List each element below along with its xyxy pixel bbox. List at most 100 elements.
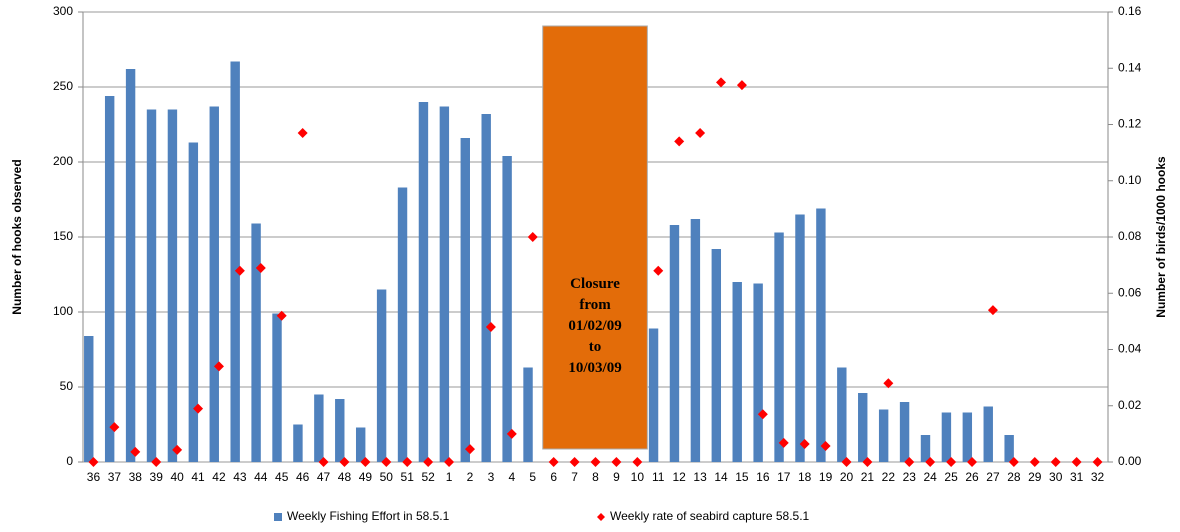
bar bbox=[104, 96, 115, 462]
x-tick-label: 24 bbox=[924, 470, 938, 484]
bar bbox=[376, 289, 387, 462]
y2-tick-label: 0.16 bbox=[1118, 4, 1142, 18]
x-tick-label: 32 bbox=[1091, 470, 1105, 484]
marker bbox=[88, 457, 99, 467]
x-tick-label: 36 bbox=[87, 470, 101, 484]
bar bbox=[293, 424, 303, 462]
bar bbox=[941, 412, 952, 462]
bar bbox=[669, 225, 680, 462]
y-tick-label: 200 bbox=[53, 154, 73, 168]
bar bbox=[899, 402, 910, 462]
x-tick-label: 15 bbox=[735, 470, 749, 484]
x-tick-label: 20 bbox=[840, 470, 854, 484]
bar bbox=[711, 249, 722, 462]
bar bbox=[188, 142, 199, 462]
bar bbox=[816, 208, 826, 462]
y2-tick-label: 0.00 bbox=[1118, 454, 1142, 468]
x-tick-label: 2 bbox=[467, 470, 474, 484]
marker bbox=[653, 265, 664, 276]
x-tick-label: 25 bbox=[944, 470, 958, 484]
x-tick-label: 17 bbox=[777, 470, 791, 484]
marker bbox=[444, 457, 455, 467]
marker bbox=[946, 457, 957, 467]
marker bbox=[611, 457, 622, 467]
y2-tick-label: 0.12 bbox=[1118, 117, 1142, 131]
x-tick-label: 21 bbox=[861, 470, 875, 484]
x-tick-label: 7 bbox=[571, 470, 578, 484]
marker bbox=[841, 457, 852, 467]
bar bbox=[251, 223, 261, 462]
x-tick-label: 44 bbox=[254, 470, 268, 484]
bar bbox=[335, 399, 345, 462]
marker bbox=[1050, 457, 1061, 467]
bar bbox=[314, 394, 324, 462]
y-tick-label: 300 bbox=[53, 4, 73, 18]
marker bbox=[297, 127, 308, 138]
marker bbox=[213, 361, 224, 372]
y-tick-label: 150 bbox=[53, 229, 73, 243]
marker bbox=[255, 262, 266, 273]
x-tick-label: 12 bbox=[672, 470, 686, 484]
marker bbox=[925, 457, 936, 467]
marker bbox=[883, 378, 894, 389]
x-tick-label: 42 bbox=[212, 470, 226, 484]
x-tick-label: 22 bbox=[882, 470, 896, 484]
x-tick-label: 16 bbox=[756, 470, 770, 484]
x-tick-label: 4 bbox=[508, 470, 515, 484]
marker bbox=[151, 457, 162, 467]
bar bbox=[146, 109, 157, 462]
marker bbox=[423, 457, 434, 467]
bar bbox=[523, 367, 533, 462]
x-tick-label: 23 bbox=[903, 470, 917, 484]
y2-axis-title: Number of birds/1000 hooks bbox=[1154, 156, 1168, 318]
marker bbox=[276, 310, 287, 321]
marker bbox=[590, 457, 601, 467]
legend-label: Weekly Fishing Effort in 58.5.1 bbox=[287, 509, 450, 523]
x-tick-label: 3 bbox=[488, 470, 495, 484]
x-tick-label: 31 bbox=[1070, 470, 1084, 484]
bar bbox=[690, 219, 701, 462]
bar bbox=[983, 406, 993, 462]
marker bbox=[799, 439, 810, 449]
marker bbox=[757, 409, 768, 420]
bar bbox=[209, 106, 219, 462]
y2-tick-label: 0.06 bbox=[1118, 285, 1142, 299]
x-tick-label: 46 bbox=[296, 470, 310, 484]
marker bbox=[193, 403, 204, 414]
marker bbox=[485, 322, 496, 332]
bar bbox=[460, 138, 470, 462]
x-tick-label: 14 bbox=[714, 470, 728, 484]
legend-label: Weekly rate of seabird capture 58.5.1 bbox=[610, 509, 810, 523]
annotation: Closure from 01/02/09 to 10/03/09 bbox=[568, 276, 621, 376]
marker bbox=[506, 428, 517, 439]
x-tick-label: 13 bbox=[693, 470, 707, 484]
marker bbox=[904, 457, 915, 467]
x-tick-label: 28 bbox=[1007, 470, 1021, 484]
x-tick-label: 41 bbox=[191, 470, 205, 484]
y2-tick-label: 0.02 bbox=[1118, 398, 1142, 412]
bar bbox=[753, 283, 763, 462]
y-tick-label: 0 bbox=[66, 454, 73, 468]
x-tick-label: 9 bbox=[613, 470, 620, 484]
x-tick-label: 8 bbox=[592, 470, 599, 484]
x-tick-label: 29 bbox=[1028, 470, 1042, 484]
bar bbox=[84, 336, 94, 462]
bar bbox=[648, 328, 659, 462]
y-tick-label: 100 bbox=[53, 304, 73, 318]
x-tick-label: 39 bbox=[150, 470, 164, 484]
y-tick-label: 250 bbox=[53, 79, 73, 93]
x-tick-label: 10 bbox=[631, 470, 645, 484]
bar bbox=[272, 313, 282, 462]
marker bbox=[716, 77, 727, 88]
x-tick-label: 51 bbox=[401, 470, 415, 484]
marker bbox=[569, 457, 580, 467]
marker bbox=[674, 136, 685, 147]
x-tick-label: 30 bbox=[1049, 470, 1063, 484]
bar bbox=[355, 427, 366, 462]
x-tick-label: 45 bbox=[275, 470, 289, 484]
marker bbox=[402, 457, 413, 467]
y2-tick-label: 0.10 bbox=[1118, 173, 1142, 187]
x-tick-label: 27 bbox=[986, 470, 1000, 484]
x-tick-label: 19 bbox=[819, 470, 833, 484]
